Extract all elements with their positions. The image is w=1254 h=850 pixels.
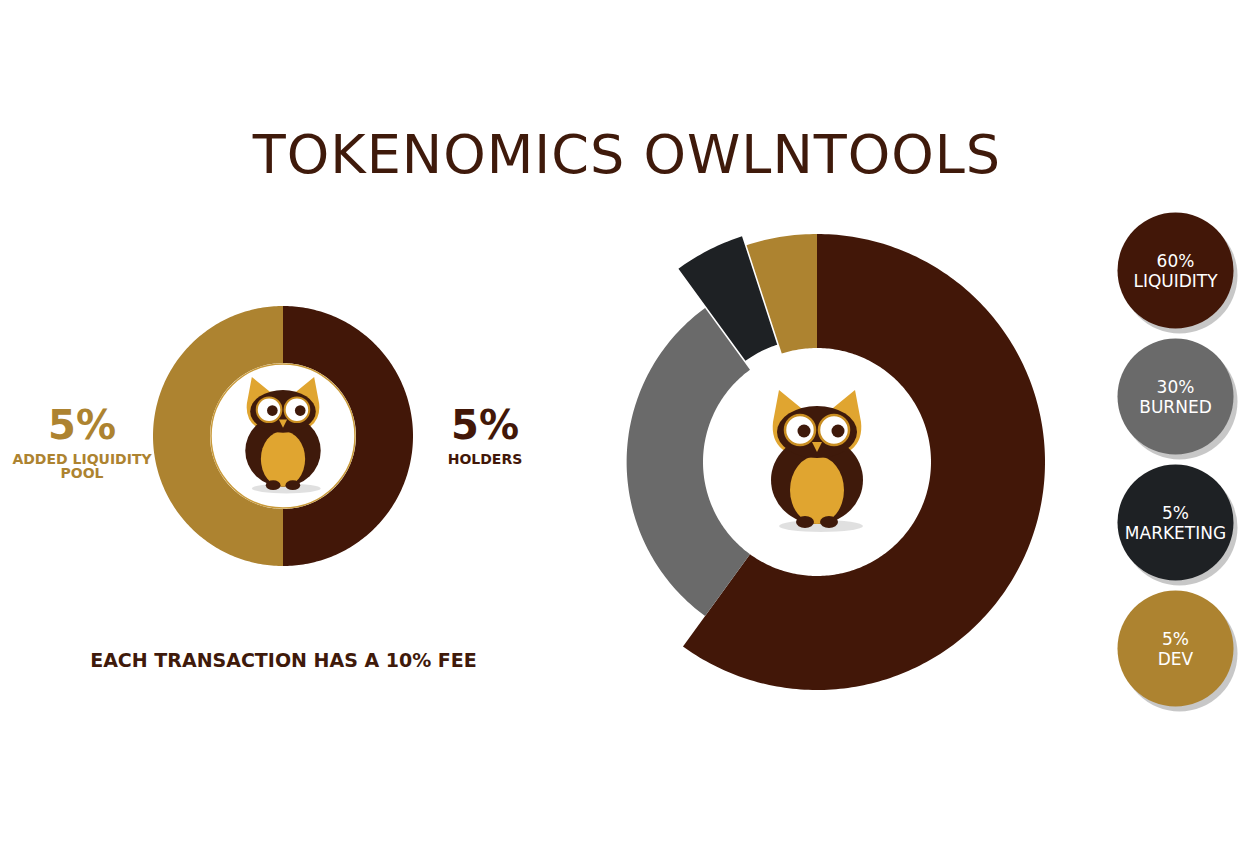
svg-text:5%DEV: 5%DEV: [1158, 629, 1194, 669]
svg-text:ADDED LIQUIDITYPOOL: ADDED LIQUIDITYPOOL: [12, 451, 152, 481]
svg-text:EACH TRANSACTION HAS A 10% FEE: EACH TRANSACTION HAS A 10% FEE: [90, 649, 477, 671]
svg-text:60%LIQUIDITY: 60%LIQUIDITY: [1133, 251, 1218, 291]
svg-text:HOLDERS: HOLDERS: [448, 451, 523, 467]
svg-text:5%: 5%: [451, 402, 519, 448]
html-text:TOKENOMICS OWLNTOOLS: TOKENOMICS OWLNTOOLS: [252, 123, 1002, 186]
svg-text:5%MARKETING: 5%MARKETING: [1125, 503, 1226, 543]
svg-text:30%BURNED: 30%BURNED: [1139, 377, 1211, 417]
svg-text:5%: 5%: [48, 402, 116, 448]
